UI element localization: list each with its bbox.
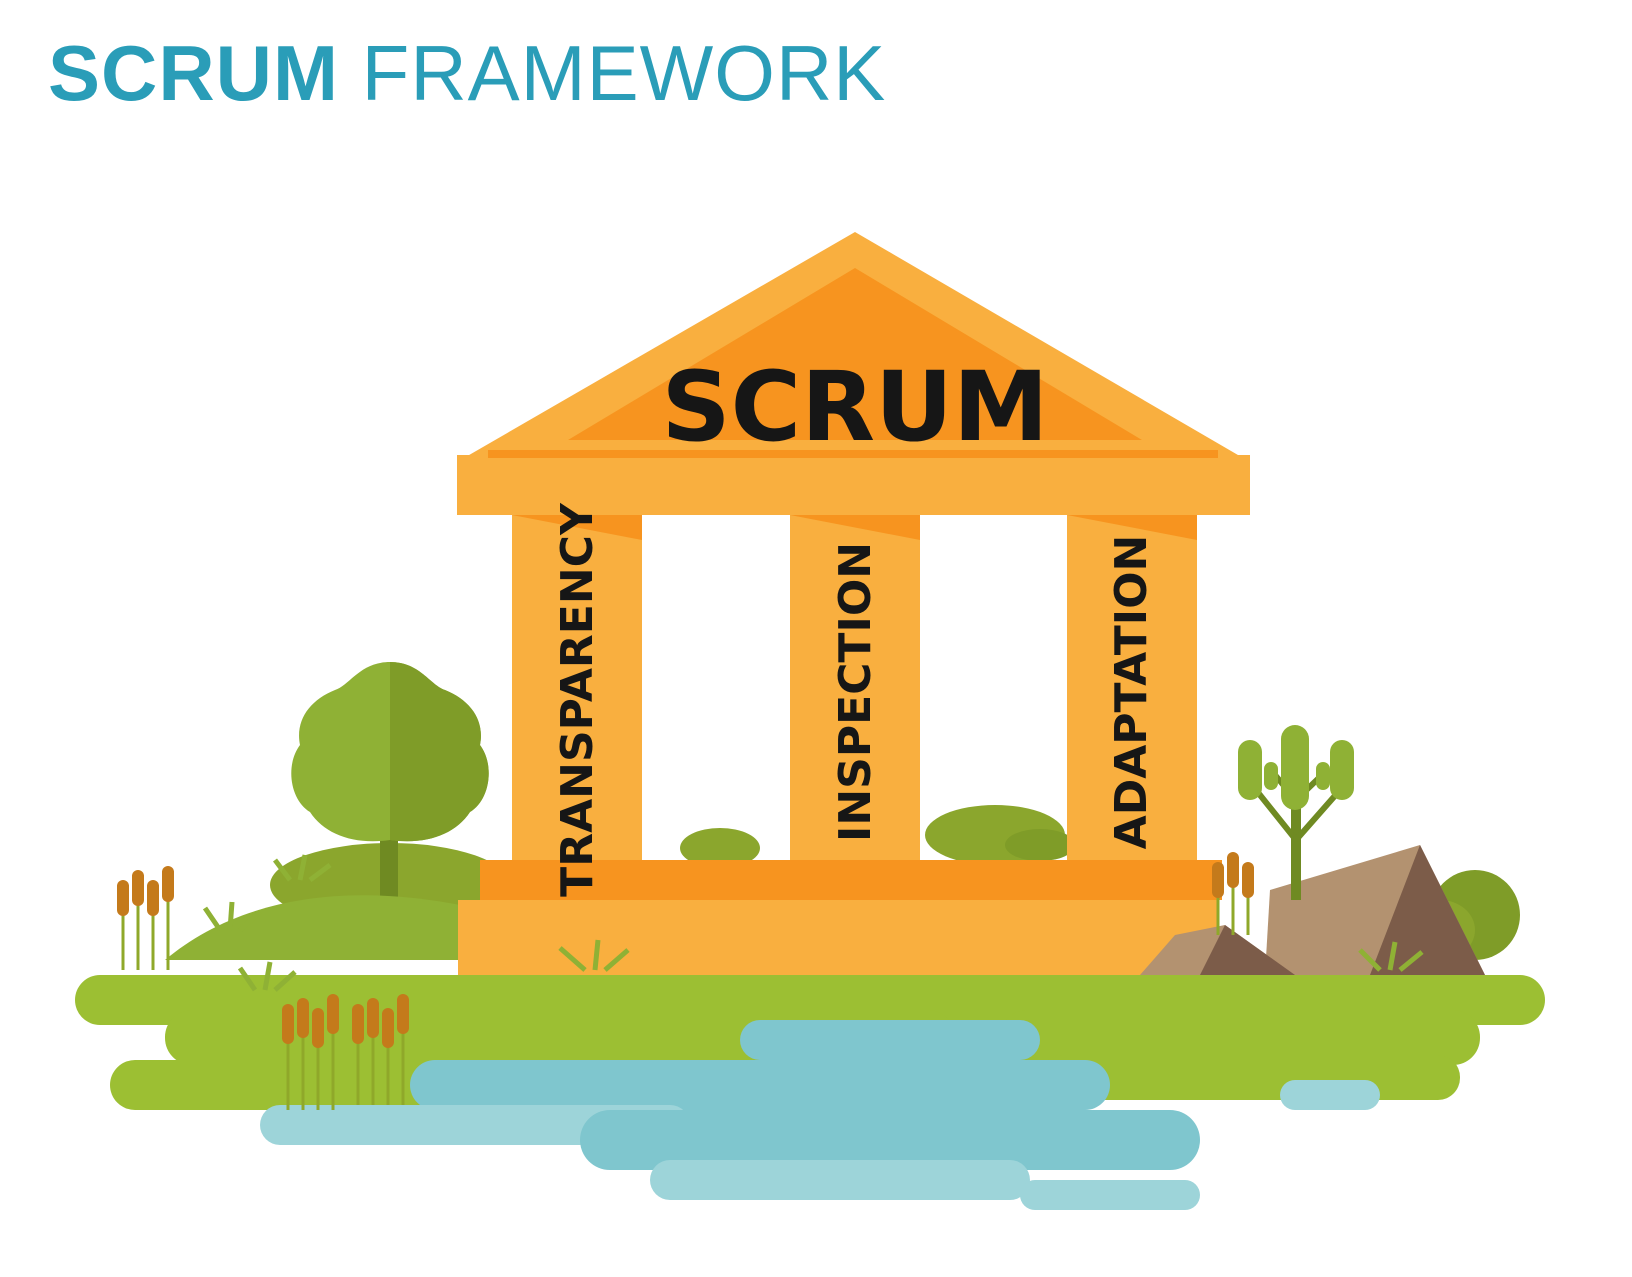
pillar-label-inspection: INSPECTION xyxy=(830,542,881,842)
title-bold: SCRUM xyxy=(48,29,339,117)
page-title: SCRUM FRAMEWORK xyxy=(48,34,886,112)
rocks xyxy=(1140,845,1485,975)
title-light: FRAMEWORK xyxy=(361,29,887,117)
pillar-label-adaptation: ADAPTATION xyxy=(1106,535,1157,850)
plant-icon xyxy=(1238,725,1354,900)
tree-icon xyxy=(291,662,489,900)
temple: SCRUM TRANSPARENCY INSPECTION ADAPTATION xyxy=(457,232,1250,982)
water xyxy=(260,1020,1380,1210)
cattails xyxy=(117,852,1254,1110)
roof-label: SCRUM xyxy=(662,351,1049,463)
left-hill xyxy=(165,895,470,960)
pillar-label-transparency: TRANSPARENCY xyxy=(552,502,603,897)
grass-tufts xyxy=(202,854,1424,992)
